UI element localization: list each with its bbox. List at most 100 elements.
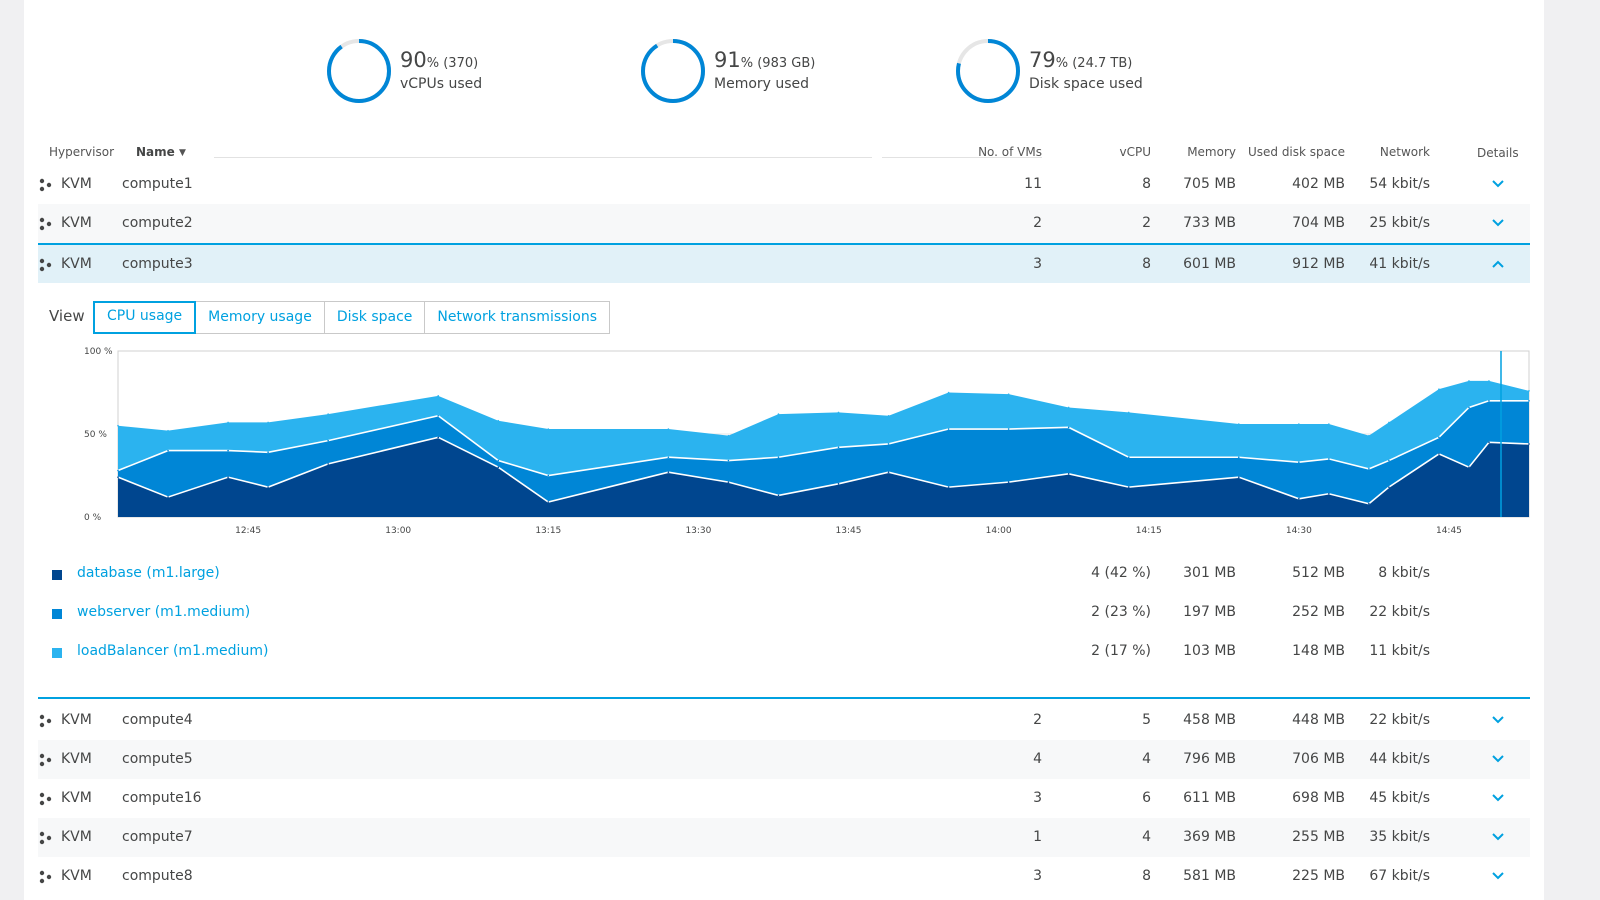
table-row[interactable]: KVM compute16 3 6 611 MB 698 MB 45 kbit/s [38, 779, 1530, 818]
data-point-series-2 [1067, 426, 1070, 429]
tab-disk-space[interactable]: Disk space [325, 302, 426, 333]
host-name[interactable]: compute4 [122, 712, 193, 728]
chevron-down-icon[interactable] [1490, 829, 1506, 845]
tab-memory-usage[interactable]: Memory usage [196, 302, 325, 333]
data-point-series-2 [547, 474, 550, 477]
series-area-3 [118, 380, 1529, 476]
table-row[interactable]: KVM compute7 1 4 369 MB 255 MB 35 kbit/s [38, 818, 1530, 857]
x-tick-label: 14:00 [986, 526, 1012, 536]
col-network[interactable]: Network [1379, 145, 1430, 159]
view-tabs: CPU usage Memory usage Disk space Networ… [93, 301, 611, 334]
tab-cpu-usage[interactable]: CPU usage [93, 301, 197, 334]
data-point-series-2 [1468, 406, 1470, 409]
data-point-series-3 [1468, 380, 1470, 382]
host-name[interactable]: compute8 [122, 868, 193, 884]
memory-amount: (983 GB) [753, 56, 816, 71]
vm-name-link[interactable]: database (m1.large) [77, 565, 220, 581]
col-name[interactable]: Name [136, 145, 175, 159]
hypervisor-icon [38, 791, 54, 807]
series-swatch [52, 570, 62, 580]
data-point-series-1 [1438, 453, 1440, 455]
hypervisor-type: KVM [61, 868, 92, 884]
tab-network-transmissions[interactable]: Network transmissions [437, 309, 598, 325]
chevron-down-icon[interactable] [1490, 712, 1506, 728]
vcpu-value: 6 [1142, 790, 1151, 806]
data-point-series-2 [1007, 428, 1010, 430]
x-tick-label: 13:15 [535, 526, 561, 536]
table-row[interactable]: KVM compute5 4 4 796 MB 706 MB 44 kbit/s [38, 740, 1530, 779]
vm-legend-row[interactable]: database (m1.large) 4 (42 %) 301 MB 512 MB 8… [38, 555, 1530, 594]
series-swatch [52, 648, 62, 658]
data-point-series-1 [267, 486, 269, 488]
host-name[interactable]: compute2 [122, 215, 193, 231]
data-point-series-2 [437, 414, 440, 417]
data-point-series-3 [1488, 380, 1490, 382]
disk-value: 402 MB [1292, 176, 1345, 192]
vm-disk: 148 MB [1292, 643, 1345, 659]
hypervisor-icon [38, 257, 54, 273]
vm-legend-row[interactable]: loadBalancer (m1.medium) 2 (17 %) 103 MB 14… [38, 633, 1530, 672]
table-row[interactable]: KVM compute4 2 5 458 MB 448 MB 22 kbit/s [38, 701, 1530, 740]
memory-value: 705 MB [1183, 176, 1236, 192]
host-name[interactable]: compute16 [122, 790, 202, 806]
vm-name-link[interactable]: webserver (m1.medium) [77, 604, 251, 620]
col-disk[interactable]: Used disk space [1247, 145, 1345, 159]
data-point-series-3 [1528, 390, 1530, 392]
disk-value: 255 MB [1292, 829, 1345, 845]
hypervisor-icon [38, 177, 54, 193]
disk-percent-sign: % [1055, 56, 1069, 71]
disk-value: 225 MB [1292, 868, 1345, 884]
data-point-series-2 [1388, 459, 1390, 462]
col-hypervisor[interactable]: Hypervisor [49, 145, 115, 159]
col-memory[interactable]: Memory [1187, 145, 1236, 159]
y-tick-label: 0 % [84, 513, 102, 523]
table-row[interactable]: KVM compute3 3 8 601 MB 912 MB 41 kbit/s [38, 243, 1530, 283]
host-name[interactable]: compute7 [122, 829, 193, 845]
vm-name-link[interactable]: loadBalancer (m1.medium) [77, 643, 269, 659]
chevron-down-icon[interactable] [1490, 751, 1506, 767]
cpu-usage-chart[interactable]: 100 % 50 % 0 % 12:45 13:00 13:15 13:30 13:45 14:… [48, 344, 1538, 544]
host-name[interactable]: compute3 [122, 256, 193, 272]
data-point-series-2 [1488, 400, 1490, 402]
expanded-bottom-divider [38, 697, 1530, 699]
disk-percent: 79 [1029, 48, 1056, 72]
chevron-down-icon[interactable] [1490, 868, 1506, 884]
chevron-down-icon[interactable] [1490, 176, 1506, 192]
data-point-series-1 [1368, 502, 1370, 505]
data-point-series-3 [1007, 393, 1010, 395]
sort-desc-icon[interactable]: ▼ [179, 148, 186, 158]
table-row[interactable]: KVM compute2 2 2 733 MB 704 MB 25 kbit/s [38, 204, 1530, 243]
series-boundary-line [117, 436, 1530, 505]
host-name[interactable]: compute5 [122, 751, 193, 767]
hypervisor-type: KVM [61, 176, 92, 192]
disk-label: Disk space used [1029, 76, 1143, 92]
table-row[interactable]: KVM compute8 3 8 581 MB 225 MB 67 kbit/s [38, 857, 1530, 896]
col-vcpu[interactable]: vCPU [1119, 145, 1152, 159]
chevron-up-icon[interactable] [1490, 256, 1506, 272]
chevron-down-icon[interactable] [1490, 215, 1506, 231]
chevron-down-icon[interactable] [1490, 790, 1506, 806]
memory-label: Memory used [714, 76, 810, 92]
vcpu-donut [327, 39, 391, 103]
vcpu-value: 2 [1142, 215, 1151, 231]
y-tick-label: 100 % [84, 347, 113, 357]
col-vms[interactable]: No. of VMs [978, 145, 1042, 159]
memory-value: 796 MB [1183, 751, 1236, 767]
memory-value: 369 MB [1183, 829, 1236, 845]
host-name[interactable]: compute1 [122, 176, 193, 192]
data-point-series-2 [947, 428, 950, 430]
memory-percent: 91 [714, 48, 741, 72]
x-tick-label: 14:15 [1136, 526, 1162, 536]
network-value: 54 kbit/s [1369, 176, 1430, 192]
data-point-series-3 [1298, 423, 1300, 425]
col-details: Details [1477, 146, 1519, 160]
vm-memory: 103 MB [1183, 643, 1236, 659]
x-tick-label: 12:45 [235, 526, 261, 536]
vm-legend-row[interactable]: webserver (m1.medium) 2 (23 %) 197 MB 252 M… [38, 594, 1530, 633]
data-point-series-2 [1237, 456, 1240, 459]
table-row[interactable]: KVM compute1 11 8 705 MB 402 MB 54 kbit/s [38, 165, 1530, 204]
hypervisor-type: KVM [61, 256, 92, 272]
data-point-series-1 [837, 483, 840, 485]
data-point-series-1 [437, 436, 440, 439]
vm-count: 3 [1033, 868, 1042, 884]
